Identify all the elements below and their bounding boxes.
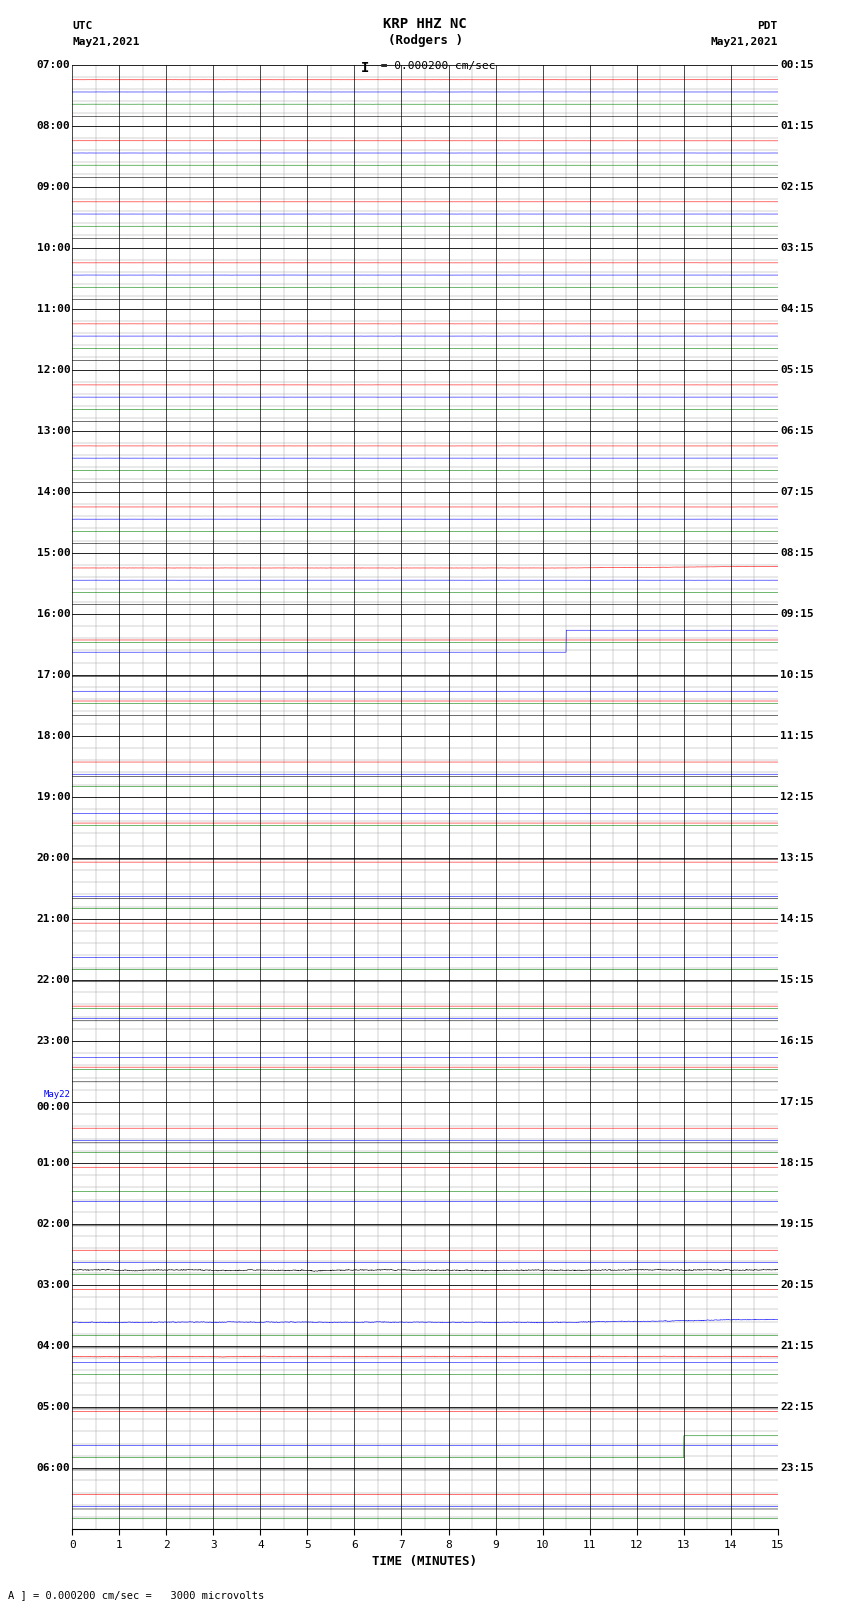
Text: 22:15: 22:15 [780,1402,814,1411]
Text: 12:15: 12:15 [780,792,814,802]
Text: KRP HHZ NC: KRP HHZ NC [383,16,467,31]
Text: 22:00: 22:00 [37,974,71,986]
Text: 03:15: 03:15 [780,242,814,253]
Text: 10:15: 10:15 [780,669,814,679]
Text: 20:15: 20:15 [780,1281,814,1290]
Text: I: I [361,61,370,76]
Text: 13:00: 13:00 [37,426,71,436]
Text: 08:15: 08:15 [780,548,814,558]
Text: 09:00: 09:00 [37,182,71,192]
Text: 05:15: 05:15 [780,365,814,374]
Text: 17:00: 17:00 [37,669,71,679]
Text: 16:00: 16:00 [37,608,71,619]
Text: 17:15: 17:15 [780,1097,814,1107]
X-axis label: TIME (MINUTES): TIME (MINUTES) [372,1555,478,1568]
Text: May22: May22 [43,1090,71,1098]
Text: 21:00: 21:00 [37,915,71,924]
Text: 04:00: 04:00 [37,1340,71,1352]
Text: A ] = 0.000200 cm/sec =   3000 microvolts: A ] = 0.000200 cm/sec = 3000 microvolts [8,1590,264,1600]
Text: 01:15: 01:15 [780,121,814,131]
Text: 23:15: 23:15 [780,1463,814,1473]
Text: 08:00: 08:00 [37,121,71,131]
Text: 03:00: 03:00 [37,1281,71,1290]
Text: 19:00: 19:00 [37,792,71,802]
Text: 00:00: 00:00 [37,1102,71,1111]
Text: 21:15: 21:15 [780,1340,814,1352]
Text: 18:15: 18:15 [780,1158,814,1168]
Text: 18:00: 18:00 [37,731,71,740]
Text: 15:15: 15:15 [780,974,814,986]
Text: 09:15: 09:15 [780,608,814,619]
Text: 10:00: 10:00 [37,242,71,253]
Text: 15:00: 15:00 [37,548,71,558]
Text: 02:00: 02:00 [37,1219,71,1229]
Text: May21,2021: May21,2021 [711,37,778,47]
Text: 13:15: 13:15 [780,853,814,863]
Text: UTC: UTC [72,21,93,31]
Text: 00:15: 00:15 [780,60,814,69]
Text: 20:00: 20:00 [37,853,71,863]
Text: 12:00: 12:00 [37,365,71,374]
Text: 11:00: 11:00 [37,303,71,313]
Text: 05:00: 05:00 [37,1402,71,1411]
Text: May21,2021: May21,2021 [72,37,139,47]
Text: 06:15: 06:15 [780,426,814,436]
Text: 02:15: 02:15 [780,182,814,192]
Text: 07:00: 07:00 [37,60,71,69]
Text: 11:15: 11:15 [780,731,814,740]
Text: (Rodgers ): (Rodgers ) [388,34,462,47]
Text: 23:00: 23:00 [37,1036,71,1045]
Text: 07:15: 07:15 [780,487,814,497]
Text: 06:00: 06:00 [37,1463,71,1473]
Text: 04:15: 04:15 [780,303,814,313]
Text: PDT: PDT [757,21,778,31]
Text: 16:15: 16:15 [780,1036,814,1045]
Text: 01:00: 01:00 [37,1158,71,1168]
Text: 14:15: 14:15 [780,915,814,924]
Text: 14:00: 14:00 [37,487,71,497]
Text: = 0.000200 cm/sec: = 0.000200 cm/sec [374,61,496,71]
Text: 19:15: 19:15 [780,1219,814,1229]
